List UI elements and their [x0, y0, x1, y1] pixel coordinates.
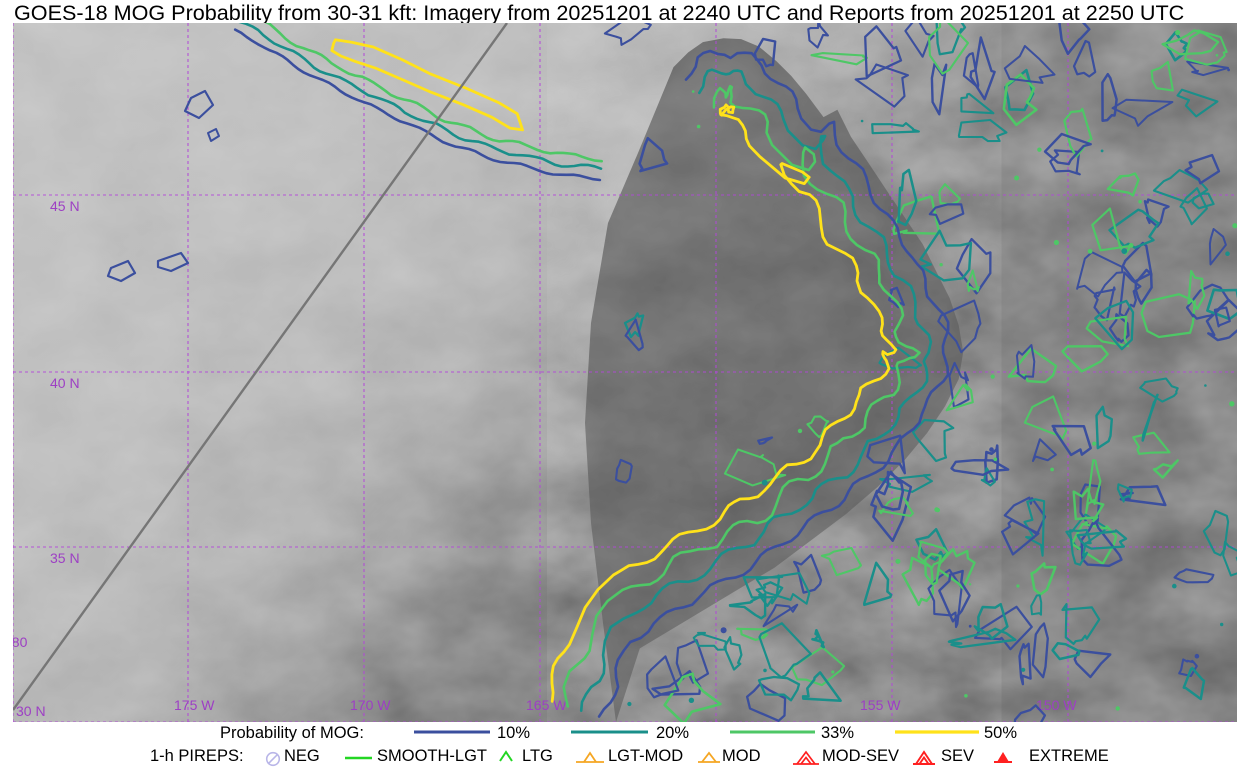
svg-text:45 N: 45 N — [50, 198, 80, 214]
svg-text:170 W: 170 W — [350, 697, 391, 713]
svg-text:150 W: 150 W — [1036, 697, 1077, 713]
svg-text:35 N: 35 N — [50, 550, 80, 566]
svg-text:165 W: 165 W — [526, 697, 567, 713]
svg-text:40 N: 40 N — [50, 375, 80, 391]
svg-text:180: 180 — [13, 634, 28, 650]
svg-text:175 W: 175 W — [174, 697, 215, 713]
svg-text:30 N: 30 N — [16, 703, 46, 719]
svg-text:155 W: 155 W — [860, 697, 901, 713]
